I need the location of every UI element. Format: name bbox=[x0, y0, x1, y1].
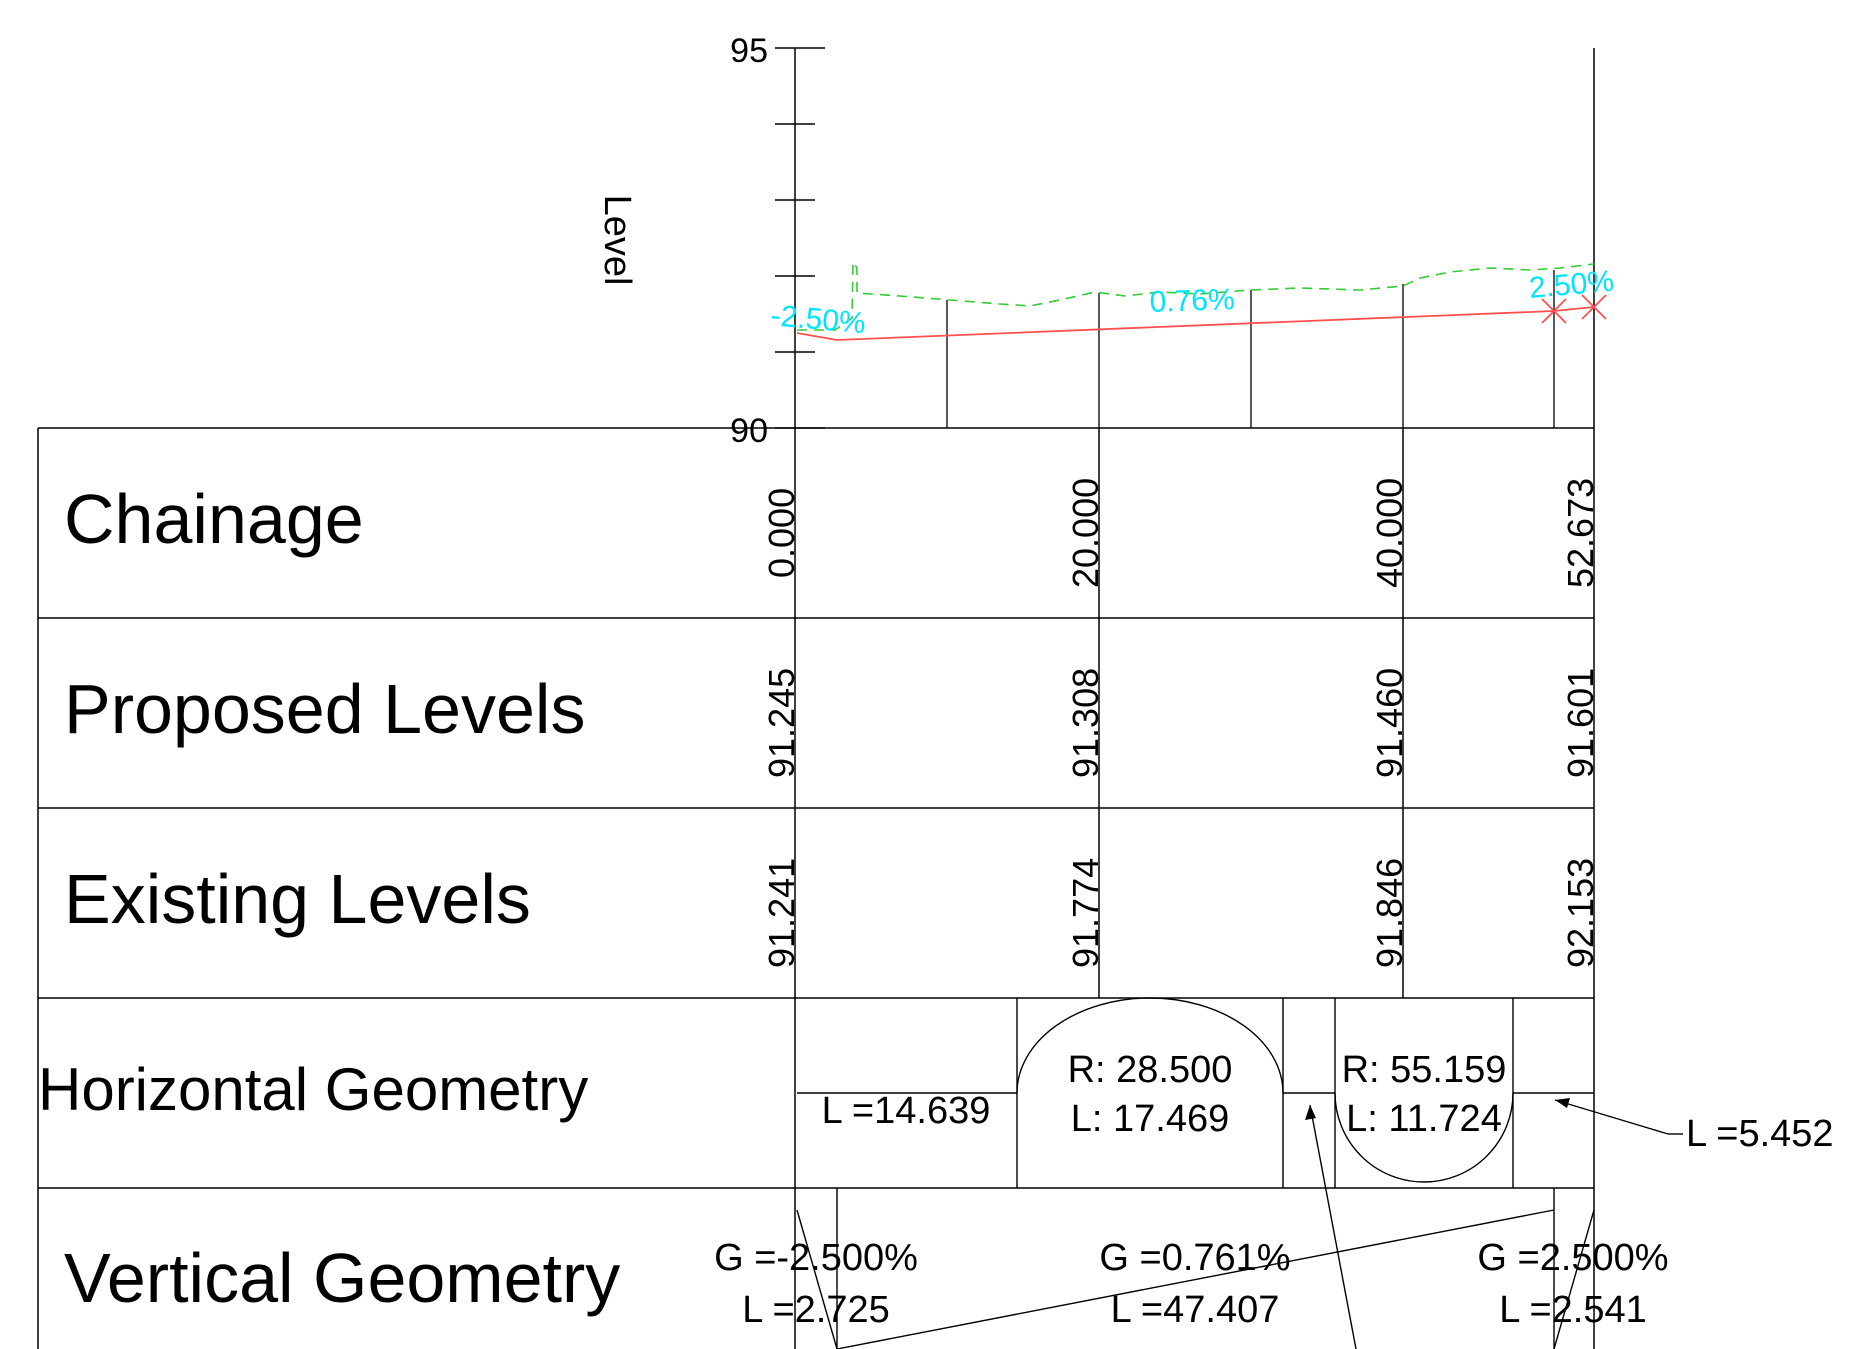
proposed-level-value: 91.460 bbox=[1369, 668, 1410, 778]
proposed-values: 91.245 91.308 91.460 91.601 bbox=[761, 668, 1601, 778]
row-title-proposed: Proposed Levels bbox=[64, 670, 585, 748]
chainage-value: 52.673 bbox=[1560, 478, 1601, 588]
existing-level-value: 91.774 bbox=[1065, 858, 1106, 968]
row-title-vertical: Vertical Geometry bbox=[64, 1239, 620, 1317]
horizontal-line-length-1: L =14.639 bbox=[822, 1090, 991, 1132]
horizontal-line-length-3: L =5.452 bbox=[1686, 1113, 1834, 1155]
leader-arrow-head bbox=[1555, 1098, 1570, 1108]
proposed-level-value: 91.601 bbox=[1560, 668, 1601, 778]
vertical-grade-3: G =2.500% bbox=[1477, 1237, 1668, 1279]
grade-label-1: -2.50% bbox=[769, 299, 867, 340]
grade-label-3: 2.50% bbox=[1528, 265, 1616, 305]
proposed-level-value: 91.308 bbox=[1065, 668, 1106, 778]
vertical-grade-2: G =0.761% bbox=[1099, 1237, 1290, 1279]
vertical-length-3: L =2.541 bbox=[1499, 1289, 1647, 1331]
proposed-level-value: 91.245 bbox=[761, 668, 802, 778]
row-title-horizontal: Horizontal Geometry bbox=[38, 1056, 588, 1123]
chainage-value: 20.000 bbox=[1065, 478, 1106, 588]
curve-2-length: L: 11.724 bbox=[1346, 1098, 1502, 1140]
axis-tick-90: 90 bbox=[730, 412, 768, 450]
proposed-design-line bbox=[796, 306, 1595, 341]
row-title-chainage: Chainage bbox=[64, 480, 364, 558]
vertical-geometry-diagram bbox=[796, 1188, 1595, 1349]
axis-label-level: Level bbox=[596, 195, 638, 286]
horizontal-geometry-diagram bbox=[797, 997, 1683, 1349]
row-title-existing: Existing Levels bbox=[64, 860, 531, 938]
leader-arrow-head bbox=[1305, 1105, 1316, 1120]
end-marker-1 bbox=[1541, 298, 1567, 324]
existing-level-value: 91.241 bbox=[761, 858, 802, 968]
chainage-value: 0.000 bbox=[761, 488, 802, 578]
curve-1-length: L: 17.469 bbox=[1071, 1098, 1229, 1140]
station-lines bbox=[946, 270, 1555, 428]
grade-label-2: 0.76% bbox=[1149, 283, 1235, 319]
end-marker-2 bbox=[1581, 294, 1607, 320]
existing-values: 91.241 91.774 91.846 92.153 bbox=[761, 858, 1601, 968]
existing-level-value: 91.846 bbox=[1369, 858, 1410, 968]
existing-ground-line bbox=[797, 259, 1595, 331]
vertical-length-1: L =2.725 bbox=[742, 1289, 890, 1331]
chainage-value: 40.000 bbox=[1369, 478, 1410, 588]
existing-level-value: 92.153 bbox=[1560, 858, 1601, 968]
curve-1-radius: R: 28.500 bbox=[1068, 1049, 1233, 1091]
chainage-values: 0.000 20.000 40.000 52.673 bbox=[761, 478, 1601, 588]
axis-tick-95: 95 bbox=[730, 32, 768, 70]
vertical-length-2: L =47.407 bbox=[1111, 1289, 1280, 1331]
curve-2-radius: R: 55.159 bbox=[1342, 1049, 1507, 1091]
vertical-grade-1: G =-2.500% bbox=[714, 1237, 918, 1279]
